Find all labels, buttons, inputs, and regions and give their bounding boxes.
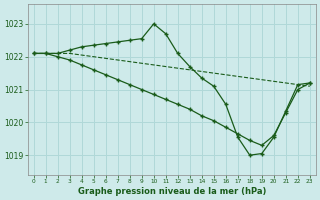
X-axis label: Graphe pression niveau de la mer (hPa): Graphe pression niveau de la mer (hPa) xyxy=(77,187,266,196)
